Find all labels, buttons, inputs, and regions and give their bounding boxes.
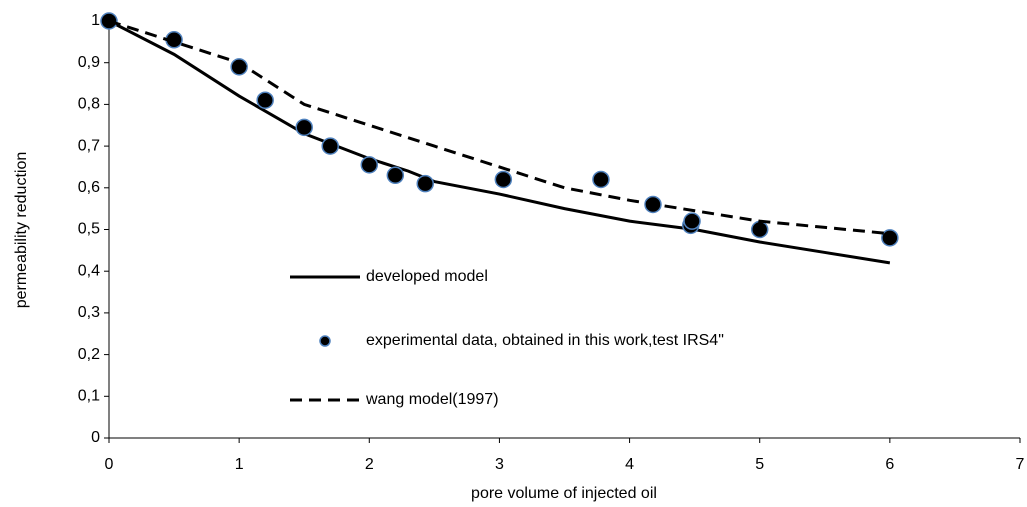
data-point <box>416 174 434 193</box>
x-tick-label: 6 <box>885 456 894 473</box>
legend-marker <box>319 335 331 347</box>
data-point <box>295 118 313 137</box>
y-tick-label: 0,9 <box>78 54 100 71</box>
data-point <box>321 137 339 155</box>
x-tick-label: 1 <box>235 456 244 473</box>
legend-label: experimental data, obtained in this work… <box>366 332 724 349</box>
y-tick-label: 0,2 <box>78 346 100 363</box>
series-line <box>108 19 891 265</box>
y-tick-label: 1 <box>91 12 100 29</box>
data-point <box>494 170 513 189</box>
y-tick-label: 0,5 <box>78 221 100 238</box>
legend-label: wang model(1997) <box>365 391 499 408</box>
x-tick-label: 0 <box>105 456 114 473</box>
data-point <box>360 156 379 174</box>
legend-label: developed model <box>366 268 488 285</box>
data-point <box>256 91 274 109</box>
series-line <box>108 19 891 236</box>
y-tick-label: 0,7 <box>78 137 100 154</box>
x-axis-title: pore volume of injected oil <box>471 485 657 502</box>
y-axis-title: permeability reduction <box>13 152 30 309</box>
y-tick-label: 0,1 <box>78 388 100 405</box>
x-tick-label: 4 <box>625 456 634 473</box>
x-tick-label: 2 <box>365 456 374 473</box>
data-point <box>592 170 610 189</box>
data-point <box>881 229 899 247</box>
y-tick-label: 0,4 <box>78 262 100 279</box>
data-point <box>230 58 248 76</box>
data-point <box>750 220 769 239</box>
y-tick-label: 0,6 <box>78 179 100 196</box>
x-tick-label: 7 <box>1016 456 1025 473</box>
data-point <box>683 212 701 230</box>
x-tick-label: 3 <box>495 456 504 473</box>
y-tick-label: 0 <box>91 429 100 446</box>
x-tick-label: 5 <box>755 456 764 473</box>
y-tick-label: 0,8 <box>78 96 100 113</box>
data-point <box>386 166 405 185</box>
y-tick-label: 0,3 <box>78 304 100 321</box>
